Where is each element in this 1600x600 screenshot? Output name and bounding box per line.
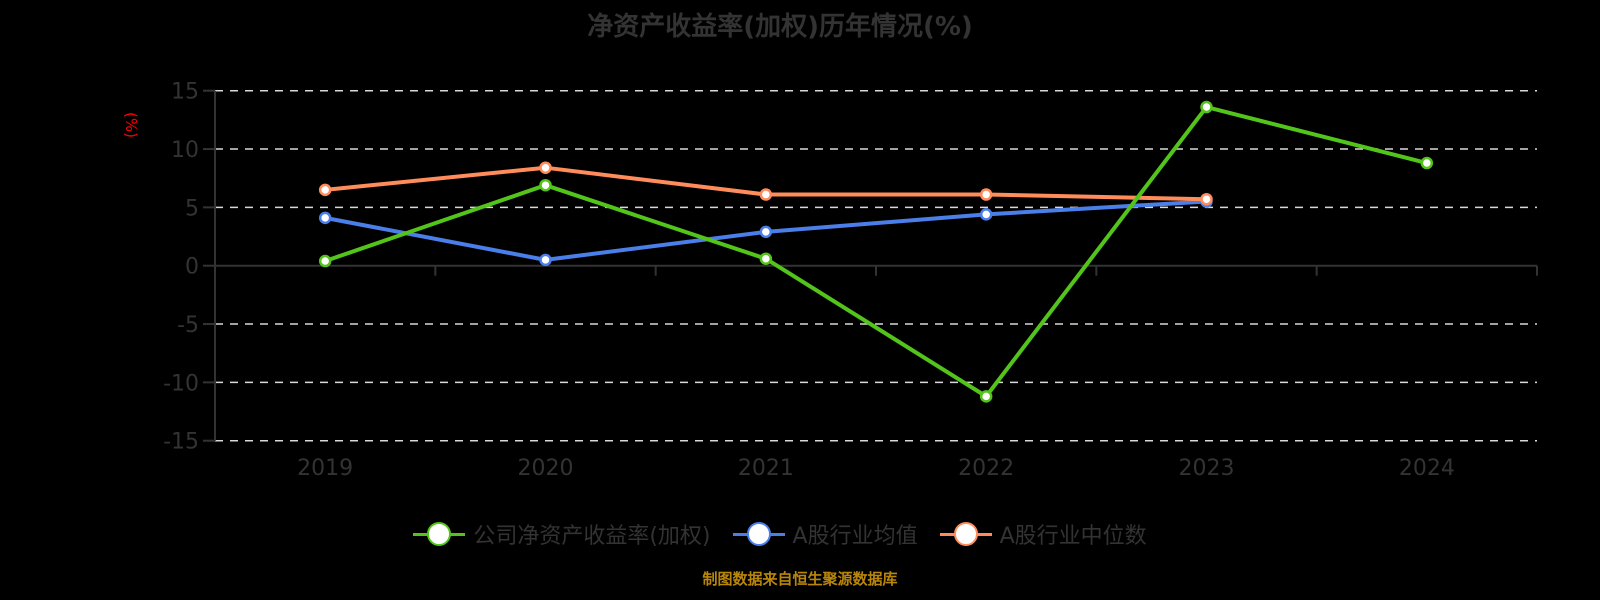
data-point <box>759 188 773 201</box>
data-point <box>1200 192 1213 206</box>
y-tick-label: -15 <box>163 430 199 455</box>
legend-item-industry-median[interactable]: A股行业中位数 <box>939 518 1147 550</box>
legend-item-company-roe[interactable]: 公司净资产收益率(加权) <box>413 518 711 550</box>
x-tick-label: 2022 <box>958 456 1014 481</box>
legend-label: 公司净资产收益率(加权) <box>473 524 711 549</box>
data-point <box>1200 100 1213 114</box>
data-source-footer: 制图数据来自恒生聚源数据库 <box>702 570 898 588</box>
legend-marker-icon <box>939 522 992 546</box>
x-tick-label: 2021 <box>738 456 794 481</box>
legend-label: A股行业中位数 <box>999 524 1147 549</box>
legend: 公司净资产收益率(加权) A股行业均值 A股行业中位数 <box>0 518 1600 550</box>
legend-marker-icon <box>413 522 466 546</box>
x-tick-label: 2019 <box>297 456 353 481</box>
series-line <box>324 105 1428 399</box>
legend-item-industry-average[interactable]: A股行业均值 <box>732 518 918 550</box>
data-point <box>979 390 993 403</box>
data-point <box>539 178 552 192</box>
legend-marker-icon <box>732 522 785 546</box>
x-tick-label: 2023 <box>1179 456 1235 481</box>
data-point <box>979 208 993 221</box>
y-tick-label: -5 <box>177 313 199 338</box>
legend-label: A股行业均值 <box>792 524 918 549</box>
data-point <box>318 254 332 268</box>
data-point <box>318 183 332 197</box>
data-point <box>1420 156 1434 170</box>
data-point <box>539 253 552 267</box>
circle-icon <box>953 522 978 546</box>
data-point <box>979 188 993 201</box>
data-point <box>759 225 773 239</box>
x-tick-label: 2024 <box>1399 456 1455 481</box>
y-tick-label: -10 <box>163 371 199 396</box>
data-point <box>539 161 552 174</box>
circle-icon <box>427 522 452 546</box>
circle-icon <box>746 522 771 546</box>
chart-title: 净资产收益率(加权)历年情况(%) <box>587 12 973 42</box>
y-tick-label: 10 <box>171 138 199 163</box>
data-point <box>759 252 773 265</box>
data-point <box>318 211 332 225</box>
x-tick-label: 2020 <box>518 456 574 481</box>
y-tick-label: 15 <box>171 80 199 105</box>
y-tick-label: 0 <box>185 255 199 280</box>
y-tick-label: 5 <box>185 196 199 221</box>
